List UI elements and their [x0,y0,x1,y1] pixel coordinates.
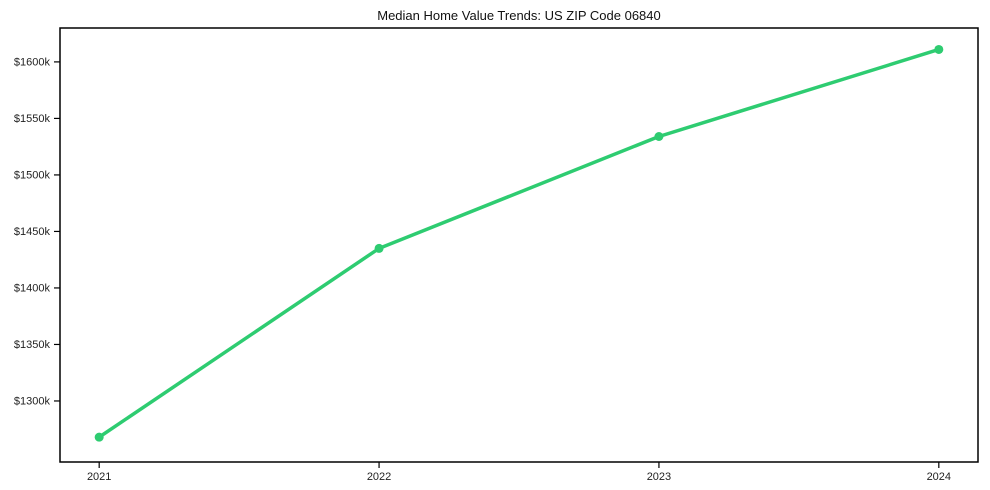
y-tick-label: $1550k [14,113,51,125]
y-tick-label: $1400k [14,282,51,294]
y-tick-label: $1600k [14,56,51,68]
y-tick-label: $1500k [14,169,51,181]
data-point [374,243,384,253]
x-tick-label: 2023 [647,471,671,483]
y-tick-label: $1300k [14,395,51,407]
x-tick-label: 2024 [927,471,951,483]
chart-title: Median Home Value Trends: US ZIP Code 06… [377,8,661,23]
data-point [94,432,104,442]
y-tick-label: $1350k [14,339,51,351]
data-point [654,132,664,141]
line-series [97,47,941,439]
y-tick-label: $1450k [14,226,51,238]
x-tick-label: 2021 [87,471,111,483]
x-tick-label: 2022 [367,471,391,483]
data-point [934,44,944,54]
plot-border [59,27,979,463]
